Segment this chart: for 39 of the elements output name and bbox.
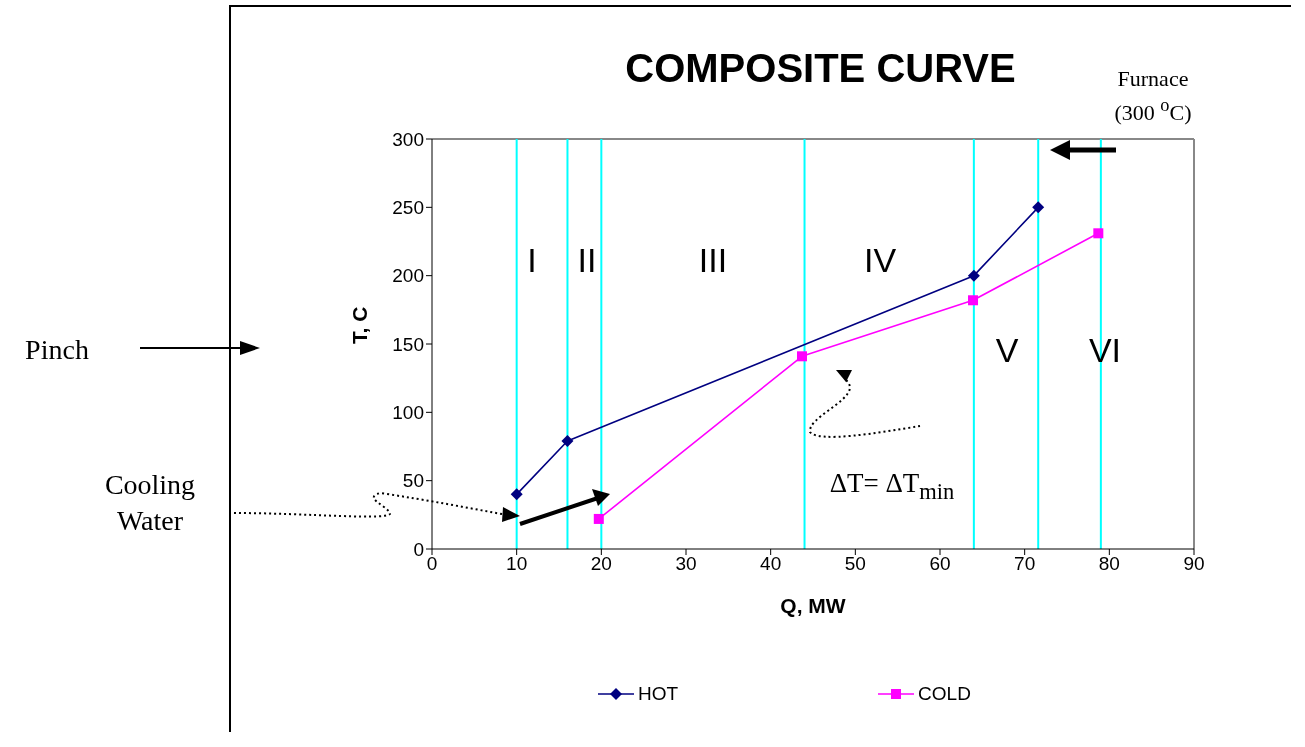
point <box>510 488 523 501</box>
legend-label: HOT <box>638 683 679 705</box>
y-tick-label: 200 <box>392 265 424 287</box>
x-tick-label: 10 <box>506 553 528 575</box>
x-tick-label: 40 <box>760 553 782 575</box>
chart-title: COMPOSITE CURVE <box>625 46 1016 90</box>
legend-label: COLD <box>918 683 971 705</box>
x-axis-title: Q, MW <box>780 594 846 617</box>
y-tick-label: 50 <box>402 470 424 492</box>
text: Cooling Water <box>104 467 196 538</box>
point <box>1093 228 1104 239</box>
point <box>1032 201 1045 214</box>
annotation: III <box>698 239 728 281</box>
point <box>796 351 807 362</box>
point <box>968 295 979 306</box>
annotation: V <box>995 329 1019 371</box>
x-tick-label: 50 <box>844 553 866 575</box>
x-tick-label: 70 <box>1014 553 1036 575</box>
annotation: I <box>527 239 537 281</box>
point <box>593 513 604 524</box>
x-tick-label: 0 <box>426 553 438 575</box>
x-tick-label: 30 <box>675 553 697 575</box>
point <box>561 435 574 448</box>
x-tick-label: 20 <box>590 553 612 575</box>
text: Furnace (300 $^{o}$C) <box>1114 65 1192 127</box>
y-tick-label: 300 <box>392 128 424 150</box>
x-tick-label: 60 <box>929 553 951 575</box>
text: Pinch <box>25 332 89 367</box>
annotation: II <box>577 239 597 281</box>
annotation: IV <box>863 239 897 281</box>
point <box>967 269 980 282</box>
y-tick-label: 150 <box>392 333 424 355</box>
annotation: ΔT= ΔT$_{min}$ <box>829 467 955 506</box>
y-tick-label: 100 <box>392 402 424 424</box>
y-axis-title: T, C <box>348 306 372 344</box>
x-tick-label: 90 <box>1183 553 1205 575</box>
y-tick-label: 0 <box>413 538 424 560</box>
x-tick-label: 80 <box>1098 553 1120 575</box>
y-tick-label: 250 <box>392 197 424 219</box>
